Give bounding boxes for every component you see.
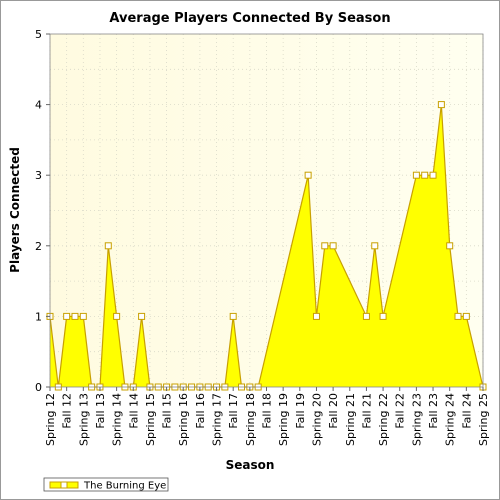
y-tick-label: 4 — [35, 99, 42, 112]
x-tick-label: Fall 15 — [161, 393, 174, 429]
data-point-marker — [113, 312, 121, 320]
legend-marker-icon — [60, 481, 68, 489]
data-point-marker — [304, 171, 312, 179]
x-tick-label: Fall 23 — [427, 393, 440, 429]
legend: The Burning Eye — [43, 477, 169, 492]
x-tick-label: Spring 20 — [310, 393, 323, 446]
chart-title: Average Players Connected By Season — [109, 11, 390, 26]
data-point-marker — [229, 312, 237, 320]
x-tick-label: Fall 24 — [460, 393, 473, 429]
x-tick-label: Spring 23 — [410, 393, 423, 446]
x-tick-label: Fall 22 — [394, 393, 407, 429]
data-point-marker — [454, 312, 462, 320]
x-tick-label: Spring 16 — [177, 393, 190, 446]
y-axis-label: Players Connected — [8, 147, 22, 273]
x-tick-label: Fall 19 — [294, 393, 307, 429]
x-tick-label: Spring 12 — [44, 393, 57, 446]
x-tick-label: Fall 12 — [61, 393, 74, 429]
data-point-marker — [362, 312, 370, 320]
data-point-marker — [429, 171, 437, 179]
data-point-marker — [329, 242, 337, 250]
data-point-marker — [412, 171, 420, 179]
data-point-marker — [437, 101, 445, 109]
y-tick-label: 5 — [35, 28, 42, 41]
x-tick-label: Fall 20 — [327, 393, 340, 429]
data-point-marker — [138, 312, 146, 320]
x-tick-label: Spring 17 — [211, 393, 224, 446]
x-tick-label: Fall 14 — [127, 393, 140, 429]
data-point-marker — [79, 312, 87, 320]
x-tick-label: Spring 18 — [244, 393, 257, 446]
y-tick-label: 1 — [35, 310, 42, 323]
data-point-marker — [321, 242, 329, 250]
x-axis: Spring 12 Fall 12 Spring 13 Fall 13 Spring 1… — [44, 387, 490, 446]
x-tick-label: Spring 24 — [444, 393, 457, 446]
data-point-marker — [312, 312, 320, 320]
data-point-marker — [379, 312, 387, 320]
legend-series-name: The Burning Eye — [83, 481, 166, 492]
y-tick-label: 2 — [35, 240, 42, 253]
data-point-marker — [71, 312, 79, 320]
data-point-marker — [104, 242, 112, 250]
x-axis-label: Season — [226, 458, 275, 472]
data-point-marker — [63, 312, 71, 320]
x-tick-label: Fall 13 — [94, 393, 107, 429]
x-tick-label: Fall 16 — [194, 393, 207, 429]
y-tick-label: 0 — [35, 381, 42, 394]
data-point-marker — [421, 171, 429, 179]
x-tick-label: Spring 22 — [377, 393, 390, 446]
x-tick-label: Fall 21 — [360, 393, 373, 429]
x-tick-label: Fall 17 — [227, 393, 240, 429]
data-point-marker — [371, 242, 379, 250]
x-tick-label: Spring 25 — [477, 393, 490, 446]
x-tick-label: Spring 13 — [77, 393, 90, 446]
x-tick-label: Spring 14 — [111, 393, 124, 446]
data-point-marker — [462, 312, 470, 320]
x-tick-label: Spring 21 — [344, 393, 357, 446]
data-point-marker — [446, 242, 454, 250]
x-tick-label: Spring 19 — [277, 393, 290, 446]
x-tick-label: Fall 18 — [261, 393, 274, 429]
y-tick-label: 3 — [35, 169, 42, 182]
series-fill — [50, 104, 483, 387]
x-tick-label: Spring 15 — [144, 393, 157, 446]
